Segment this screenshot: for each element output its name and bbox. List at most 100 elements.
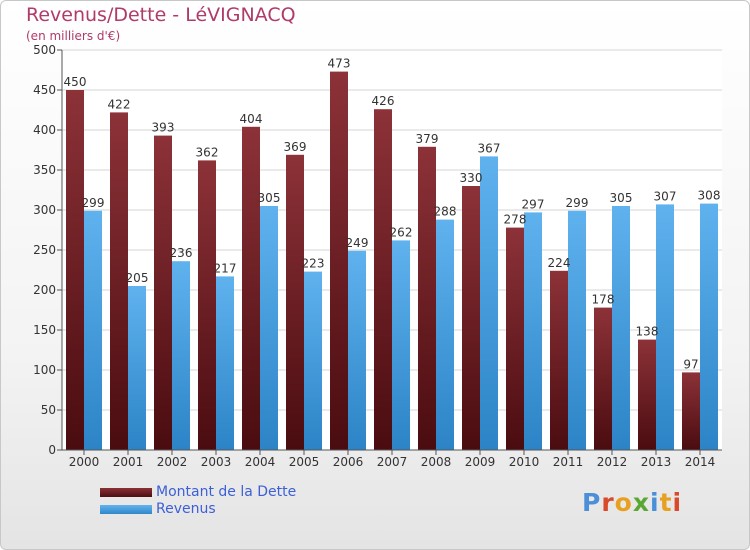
- logo-letter: x: [632, 488, 650, 517]
- data-label-revenus: 305: [610, 191, 633, 205]
- data-label-revenus: 205: [126, 271, 149, 285]
- x-tick-label: 2003: [201, 455, 232, 469]
- bar-dette: [506, 227, 524, 450]
- bar-revenus: [480, 156, 498, 450]
- data-label-revenus: 262: [390, 225, 413, 239]
- bar-revenus: [612, 206, 630, 450]
- x-tick-label: 2000: [69, 455, 100, 469]
- bar-revenus: [84, 210, 102, 450]
- data-label-revenus: 308: [698, 189, 721, 203]
- logo-letter: t: [659, 488, 673, 517]
- bar-dette: [418, 146, 436, 451]
- x-tick-label: 2014: [685, 455, 716, 469]
- data-label-revenus: 249: [346, 236, 369, 250]
- data-label-dette: 224: [548, 256, 571, 270]
- y-tick-label: 500: [33, 43, 56, 57]
- data-label-revenus: 299: [566, 196, 589, 210]
- bar-revenus: [568, 210, 586, 450]
- legend-swatch-dette: [100, 488, 152, 497]
- x-tick-label: 2006: [333, 455, 364, 469]
- bar-dette: [330, 71, 348, 450]
- data-label-dette: 450: [64, 75, 87, 89]
- data-label-dette: 138: [636, 325, 659, 339]
- x-tick-label: 2002: [157, 455, 188, 469]
- y-tick-label: 250: [33, 243, 56, 257]
- bar-dette: [682, 372, 700, 450]
- data-label-dette: 422: [108, 97, 131, 111]
- legend-label-dette: Montant de la Dette: [156, 484, 297, 500]
- bar-dette: [462, 186, 480, 450]
- x-tick-label: 2008: [421, 455, 452, 469]
- bar-revenus: [348, 250, 366, 450]
- bar-revenus: [260, 206, 278, 450]
- y-tick-label: 300: [33, 203, 56, 217]
- data-label-dette: 404: [240, 112, 263, 126]
- y-tick-label: 150: [33, 323, 56, 337]
- y-tick-label: 350: [33, 163, 56, 177]
- data-label-dette: 379: [416, 132, 439, 146]
- bar-dette: [374, 109, 392, 450]
- data-label-revenus: 236: [170, 246, 193, 260]
- bar-dette: [242, 126, 260, 451]
- x-tick-label: 2010: [509, 455, 540, 469]
- bar-dette: [638, 339, 656, 450]
- data-label-revenus: 223: [302, 257, 325, 271]
- bar-dette: [286, 154, 304, 451]
- data-label-dette: 278: [504, 213, 527, 227]
- data-label-dette: 426: [372, 94, 395, 108]
- bar-revenus: [524, 212, 542, 450]
- x-tick-label: 2001: [113, 455, 144, 469]
- bar-revenus: [216, 276, 234, 450]
- data-label-dette: 362: [196, 145, 219, 159]
- bar-revenus: [436, 219, 454, 450]
- x-tick-label: 2007: [377, 455, 408, 469]
- bar-dette: [154, 135, 172, 450]
- y-tick-label: 0: [48, 443, 56, 457]
- bar-dette: [110, 112, 128, 451]
- data-label-revenus: 299: [82, 196, 105, 210]
- x-tick-label: 2012: [597, 455, 628, 469]
- bar-revenus: [128, 286, 146, 450]
- data-label-dette: 473: [328, 57, 351, 71]
- data-label-revenus: 297: [522, 197, 545, 211]
- logo-letter: o: [614, 488, 633, 517]
- data-label-dette: 393: [152, 121, 175, 135]
- legend-swatch-revenus: [100, 505, 152, 514]
- legend-label-revenus: Revenus: [156, 501, 216, 517]
- proxiti-logo: Proxiti: [582, 488, 682, 517]
- y-tick-label: 400: [33, 123, 56, 137]
- data-label-dette: 330: [460, 171, 483, 185]
- logo-letter: i: [650, 488, 660, 517]
- y-tick-label: 450: [33, 83, 56, 97]
- x-tick-label: 2013: [641, 455, 672, 469]
- data-label-dette: 369: [284, 140, 307, 154]
- bar-dette: [594, 307, 612, 450]
- logo-letter: i: [672, 488, 683, 517]
- x-tick-label: 2011: [553, 455, 584, 469]
- data-label-revenus: 305: [258, 191, 281, 205]
- bar-revenus: [392, 240, 410, 450]
- bar-dette: [66, 90, 84, 450]
- chart-subtitle: (en milliers d'€): [26, 29, 121, 43]
- bar-revenus: [172, 261, 190, 450]
- data-label-revenus: 288: [434, 205, 457, 219]
- bar-dette: [550, 270, 568, 450]
- y-tick-label: 100: [33, 363, 56, 377]
- data-label-dette: 97: [683, 357, 698, 371]
- data-label-revenus: 367: [478, 141, 501, 155]
- bar-revenus: [656, 204, 674, 450]
- data-label-revenus: 217: [214, 261, 237, 275]
- x-tick-label: 2005: [289, 455, 320, 469]
- data-label-dette: 178: [592, 293, 615, 307]
- data-label-revenus: 307: [654, 189, 677, 203]
- x-tick-label: 2004: [245, 455, 276, 469]
- chart-title: Revenus/Dette - LéVIGNACQ: [26, 4, 296, 26]
- bar-revenus: [700, 203, 718, 450]
- y-tick-label: 50: [41, 403, 56, 417]
- y-tick-label: 200: [33, 283, 56, 297]
- logo-letter: P: [582, 488, 602, 517]
- x-tick-label: 2009: [465, 455, 496, 469]
- bar-revenus: [304, 271, 322, 450]
- logo-letter: r: [601, 488, 615, 517]
